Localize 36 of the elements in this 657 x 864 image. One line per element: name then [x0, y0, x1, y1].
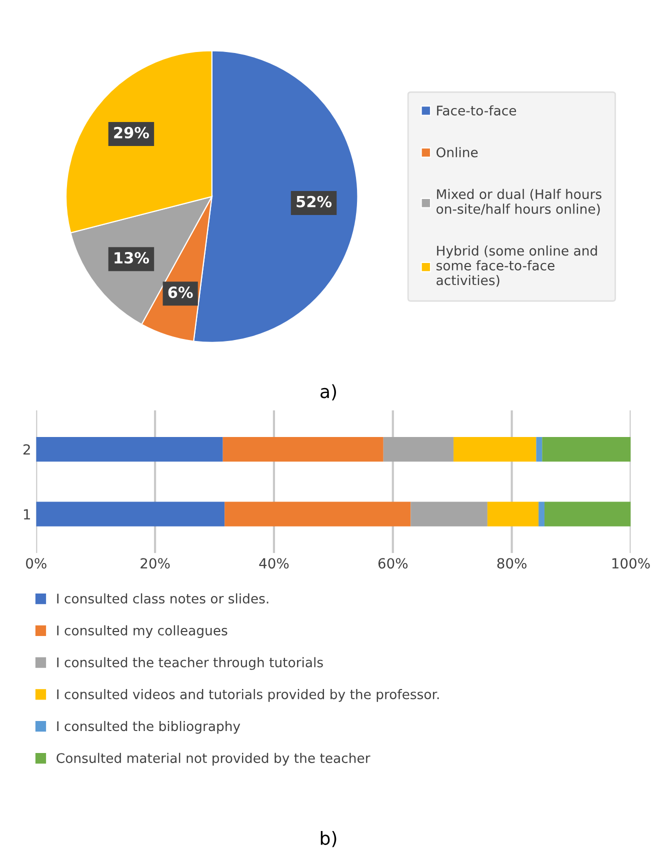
data-label: 13%: [114, 252, 150, 264]
legend-label: I consulted the teacher through tutorials: [57, 657, 323, 670]
legend-label: I consulted the bibliography: [57, 720, 240, 734]
bar: [410, 502, 488, 526]
bar: [224, 502, 411, 526]
data-label: 6%: [168, 286, 193, 298]
x-tick-label: 40%: [259, 558, 289, 569]
x-tick-label: 80%: [497, 558, 526, 569]
x-tick-label: 100%: [612, 558, 650, 569]
legend-label: I consulted videos and tutorials provided by the professor.: [57, 689, 439, 702]
y-tick-label: 2: [23, 444, 30, 455]
legend-label: Mixed or dual (Half hours on-site/half hours online): [436, 188, 602, 216]
text: b): [320, 830, 336, 848]
bar: [536, 436, 542, 462]
bar: [383, 436, 454, 462]
legend-label: Consulted material not provided by the teacher: [56, 752, 370, 766]
data-label: 29%: [114, 126, 150, 138]
data-label: 52%: [296, 196, 332, 208]
y-tick-label: 1: [24, 509, 30, 520]
bar: [544, 502, 631, 526]
legend-label: I consulted class notes or slides.: [57, 593, 268, 604]
legend-label: Face-to-face: [437, 105, 516, 116]
legend-label: Hybrid (some online and some face-to-face activities): [436, 245, 597, 287]
bar: [542, 436, 631, 462]
bar: [36, 502, 225, 526]
legend-label: Online: [436, 147, 478, 158]
text: a): [320, 384, 336, 400]
x-tick-label: 0%: [26, 558, 46, 569]
bar: [222, 436, 384, 462]
bar: [36, 436, 223, 462]
bar: [538, 502, 545, 526]
x-tick-label: 20%: [140, 558, 170, 569]
legend-label: I consulted my colleagues: [57, 625, 228, 638]
bar: [454, 436, 536, 462]
x-tick-label: 60%: [378, 558, 408, 569]
bar: [487, 502, 539, 526]
